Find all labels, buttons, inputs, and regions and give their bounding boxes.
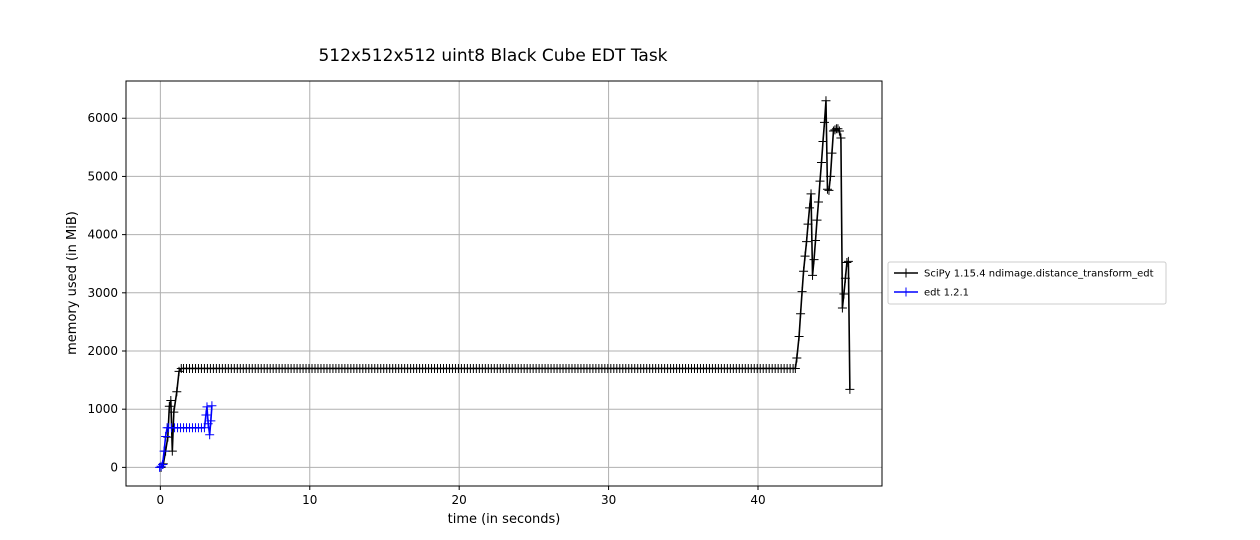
data-point-marker (207, 401, 217, 411)
data-point-marker (164, 401, 174, 411)
chart-title: 512x512x512 uint8 Black Cube EDT Task (318, 46, 667, 66)
axis-ticks: 0 10 20 30 40 0 1000 2000 3000 4000 5000 6000 (87, 111, 765, 507)
data-point-marker (825, 171, 835, 181)
data-point-marker (805, 203, 815, 213)
data-point-marker (842, 258, 852, 268)
data-point-marker (818, 137, 828, 147)
data-point-marker (821, 96, 831, 106)
data-point-marker (206, 416, 216, 426)
x-tick-label: 40 (750, 493, 765, 507)
legend-label: SciPy 1.15.4 ndimage.distance_transform_… (924, 269, 1154, 280)
x-tick-label: 0 (157, 493, 165, 507)
y-axis-label: memory used (in MiB) (65, 211, 80, 355)
data-point-marker (792, 353, 802, 363)
data-point-marker (166, 395, 176, 405)
data-point-marker (814, 197, 824, 207)
data-point-marker (803, 219, 813, 229)
legend: SciPy 1.15.4 ndimage.distance_transform_… (887, 261, 1167, 305)
data-point-marker (839, 289, 849, 299)
data-point-marker (156, 461, 166, 471)
data-point-marker (824, 185, 834, 195)
series-2 (155, 401, 217, 472)
series-line (160, 99, 851, 468)
data-point-marker (159, 446, 169, 456)
legend-item: SciPy 1.15.4 ndimage.distance_transform_… (894, 268, 1154, 280)
y-tick-label: 2000 (87, 344, 118, 358)
data-point-marker (167, 446, 177, 456)
plot-frame (125, 80, 883, 487)
x-tick-label: 20 (452, 493, 467, 507)
data-point-marker (840, 273, 850, 283)
data-point-marker (202, 402, 212, 412)
data-point-marker (794, 331, 804, 341)
data-point-marker (158, 459, 168, 469)
y-tick-label: 3000 (87, 286, 118, 300)
data-point-marker (812, 215, 822, 225)
legend-marker (901, 287, 911, 297)
data-point-marker (843, 256, 853, 266)
series-1 (156, 96, 855, 472)
data-point-marker (833, 124, 843, 134)
legend-marker (901, 268, 911, 278)
data-point-marker (845, 384, 855, 394)
legend-item: edt 1.2.1 (894, 287, 969, 299)
series-layer (155, 96, 855, 472)
data-point-marker (809, 255, 819, 265)
data-point-marker (790, 363, 800, 373)
data-point-marker (797, 287, 807, 297)
data-point-marker (837, 303, 847, 313)
data-point-marker (800, 251, 810, 261)
legend-box (887, 261, 1167, 305)
y-tick-label: 1000 (87, 402, 118, 416)
y-tick-label: 5000 (87, 169, 118, 183)
data-point-marker (161, 432, 171, 442)
data-point-marker (836, 133, 846, 143)
data-point-marker (796, 309, 806, 319)
data-point-marker (811, 235, 821, 245)
data-point-marker (806, 189, 816, 199)
x-tick-label: 10 (302, 493, 317, 507)
data-point-marker (819, 117, 829, 127)
data-point-marker (201, 410, 211, 420)
data-point-marker (815, 176, 825, 186)
data-point-marker (199, 423, 209, 433)
grid-lines (126, 81, 882, 486)
data-point-marker (827, 148, 837, 158)
data-point-marker (799, 266, 809, 276)
y-tick-label: 0 (110, 460, 118, 474)
data-point-marker (169, 407, 179, 417)
y-tick-label: 4000 (87, 228, 118, 242)
data-point-marker (172, 387, 182, 397)
data-point-marker (816, 157, 826, 167)
data-point-marker (834, 126, 844, 136)
x-axis-label: time (in seconds) (448, 512, 561, 527)
data-point-marker (808, 270, 818, 280)
legend-label: edt 1.2.1 (924, 288, 969, 299)
data-point-marker (802, 237, 812, 247)
data-point-marker (205, 430, 215, 440)
y-tick-label: 6000 (87, 111, 118, 125)
x-tick-label: 30 (601, 493, 616, 507)
data-point-marker (822, 184, 832, 194)
